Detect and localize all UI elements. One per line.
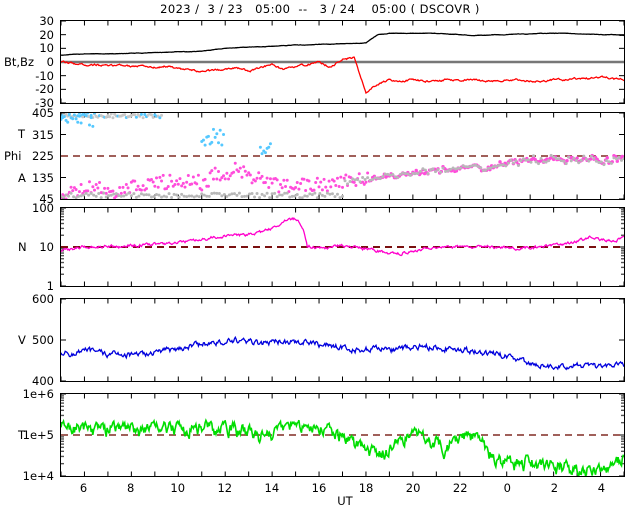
panel-temperature <box>60 393 625 477</box>
ytick-temperature-0: 1e+6 <box>22 387 54 401</box>
ytick-t-phi-a-3: 135 <box>32 170 54 185</box>
xtick-10: 2 <box>550 481 559 495</box>
panel-bt-bz <box>60 20 625 104</box>
ytick-temperature-2: 1e+4 <box>22 469 54 483</box>
ytick-velocity-0: 600 <box>32 292 54 306</box>
ytick-t-phi-a-2: 225 <box>32 149 54 163</box>
axis-label-alpha: A <box>18 171 26 185</box>
ytick-temperature-1: 1e+5 <box>22 428 54 442</box>
velocity-plot <box>61 299 624 381</box>
ytick-bt-bz-1: 20 <box>39 27 54 42</box>
ytick-t-phi-a-4: 45 <box>39 192 54 206</box>
ytick-velocity-1: 500 <box>32 333 54 347</box>
xtick-0: 6 <box>79 481 88 495</box>
ytick-bt-bz-5: -20 <box>35 82 54 97</box>
panel-t-phi-a <box>60 112 625 200</box>
ytick-density-1: 10 <box>39 240 54 254</box>
density-plot <box>61 208 624 286</box>
chart-title: 2023 / 3 / 23 05:00 -- 3 / 24 05:00 ( DS… <box>160 2 480 16</box>
xtick-3: 12 <box>217 481 233 495</box>
ytick-density-2: 1 <box>46 279 54 293</box>
axis-label-v: V <box>18 333 26 347</box>
ytick-t-phi-a-1: 315 <box>32 127 54 142</box>
ytick-density-0: 100 <box>32 201 54 215</box>
temperature-plot <box>61 394 624 476</box>
ytick-bt-bz-2: 10 <box>39 41 54 56</box>
xtick-7: 20 <box>405 481 421 495</box>
axis-label-phi: Phi <box>4 149 22 163</box>
ytick-bt-bz-4: -10 <box>35 68 54 83</box>
xtick-1: 8 <box>126 481 135 495</box>
ytick-t-phi-a-0: 405 <box>32 106 54 120</box>
xtick-8: 22 <box>452 481 468 495</box>
xtick-2: 10 <box>170 481 186 495</box>
x-axis-label: UT <box>337 494 353 508</box>
panel-density <box>60 207 625 287</box>
xtick-11: 4 <box>597 481 606 495</box>
bt-bz-plot <box>61 21 624 103</box>
xtick-4: 14 <box>264 481 280 495</box>
axis-label-bt-bz: Bt,Bz <box>4 55 34 69</box>
axis-label-theta: T <box>18 127 26 141</box>
axis-label-t: T <box>18 428 26 442</box>
xtick-9: 0 <box>503 481 511 495</box>
ytick-bt-bz-6: -30 <box>35 96 54 110</box>
t-phi-a-plot <box>61 113 624 199</box>
panel-velocity <box>60 298 625 382</box>
ytick-velocity-2: 400 <box>32 374 54 388</box>
xtick-5: 16 <box>311 481 327 495</box>
ytick-bt-bz-3: 0 <box>46 55 54 69</box>
xtick-6: 18 <box>358 481 374 495</box>
axis-label-n: N <box>18 240 27 254</box>
ytick-bt-bz-0: 30 <box>39 14 54 28</box>
